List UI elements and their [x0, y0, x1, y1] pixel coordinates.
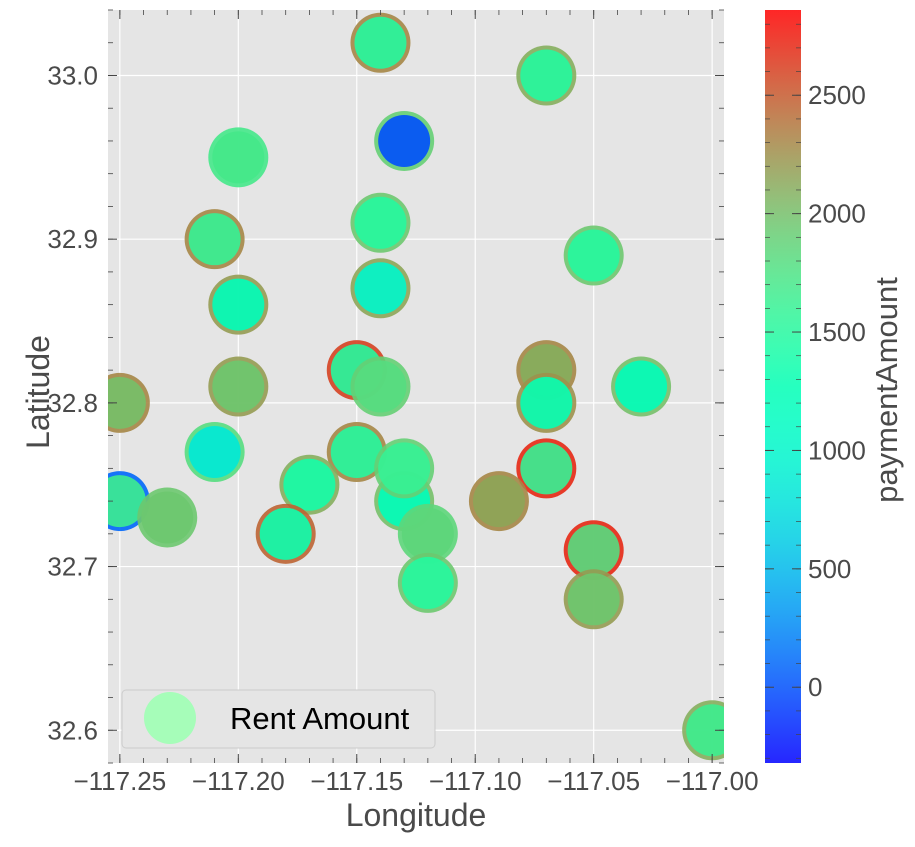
- legend-marker: [144, 692, 196, 744]
- x-tick-label: −117.25: [73, 766, 166, 796]
- colorbar-label: paymentAmount: [869, 277, 904, 503]
- axis-ticks: −117.25 −117.20 −117.15 −117.10 −117.05 −117.…: [47, 9, 759, 796]
- data-point: [350, 258, 411, 319]
- x-tick-label: −117.20: [192, 766, 285, 796]
- data-point-inner: [567, 229, 620, 282]
- data-point: [397, 503, 458, 564]
- data-point-inner: [354, 360, 407, 413]
- colorbar: 0 500 1000 1500 2000 2500: [765, 10, 866, 763]
- data-point: [208, 274, 269, 335]
- data-point-inner: [520, 442, 573, 495]
- data-point: [350, 192, 411, 253]
- data-point-inner: [615, 360, 668, 413]
- data-point-inner: [472, 475, 525, 528]
- colorbar-tick-label: 2500: [808, 80, 866, 110]
- data-point-inner: [567, 573, 620, 626]
- data-point-inner: [378, 114, 431, 167]
- y-tick-label: 32.8: [47, 388, 98, 418]
- data-point: [208, 356, 269, 417]
- data-point: [611, 356, 672, 417]
- data-point-inner: [108, 376, 146, 429]
- data-point-inner: [188, 425, 241, 478]
- data-point: [108, 372, 150, 433]
- legend: Rent Amount: [121, 689, 436, 749]
- data-point-inner: [354, 262, 407, 315]
- data-point: [468, 471, 529, 532]
- data-point-inner: [259, 507, 312, 560]
- data-point: [374, 438, 435, 499]
- data-point: [563, 225, 624, 286]
- legend-label: Rent Amount: [230, 701, 410, 736]
- data-point: [137, 487, 198, 548]
- y-axis-label: Latitude: [20, 335, 56, 449]
- data-point: [516, 372, 577, 433]
- data-point: [516, 45, 577, 106]
- data-points: [108, 12, 724, 761]
- data-point-inner: [567, 524, 620, 577]
- x-axis-label: Longitude: [346, 797, 487, 833]
- data-point: [350, 356, 411, 417]
- data-point: [563, 569, 624, 630]
- x-tick-label: −117.10: [429, 766, 522, 796]
- y-tick-label: 32.6: [47, 715, 98, 745]
- data-point: [208, 127, 269, 188]
- x-tick-label: −117.05: [547, 766, 640, 796]
- colorbar-tick-label: 0: [808, 672, 822, 702]
- data-point-inner: [212, 131, 265, 184]
- colorbar-tick-label: 1500: [808, 317, 866, 347]
- data-point-inner: [212, 360, 265, 413]
- legend-box: [121, 689, 436, 749]
- colorbar-tick-label: 2000: [808, 199, 866, 229]
- x-tick-label: −117.15: [310, 766, 403, 796]
- data-point-inner: [283, 458, 336, 511]
- data-point: [279, 454, 340, 515]
- data-point: [255, 503, 316, 564]
- colorbar-tick-label: 1000: [808, 435, 866, 465]
- data-point-inner: [401, 556, 454, 609]
- data-point: [682, 700, 724, 761]
- data-point-inner: [188, 213, 241, 266]
- data-point: [184, 209, 245, 270]
- data-point-inner: [141, 491, 194, 544]
- data-point-inner: [520, 376, 573, 429]
- data-point-inner: [212, 278, 265, 331]
- data-point: [563, 520, 624, 581]
- data-point: [397, 552, 458, 613]
- data-point-inner: [330, 425, 383, 478]
- data-point: [184, 421, 245, 482]
- data-point-inner: [354, 16, 407, 69]
- x-tick-label: −117.00: [666, 766, 759, 796]
- data-point-inner: [378, 442, 431, 495]
- data-point-inner: [520, 49, 573, 102]
- data-point-inner: [354, 196, 407, 249]
- data-point: [374, 110, 435, 171]
- colorbar-gradient: [765, 10, 801, 763]
- colorbar-tick-label: 500: [808, 554, 851, 584]
- y-tick-label: 32.9: [47, 224, 98, 254]
- data-point-inner: [108, 475, 146, 528]
- y-tick-label: 33.0: [47, 60, 98, 90]
- data-point-inner: [686, 704, 724, 757]
- data-point: [516, 438, 577, 499]
- data-point: [350, 12, 411, 73]
- data-point-inner: [401, 507, 454, 560]
- data-point: [326, 421, 387, 482]
- y-tick-label: 32.7: [47, 552, 98, 582]
